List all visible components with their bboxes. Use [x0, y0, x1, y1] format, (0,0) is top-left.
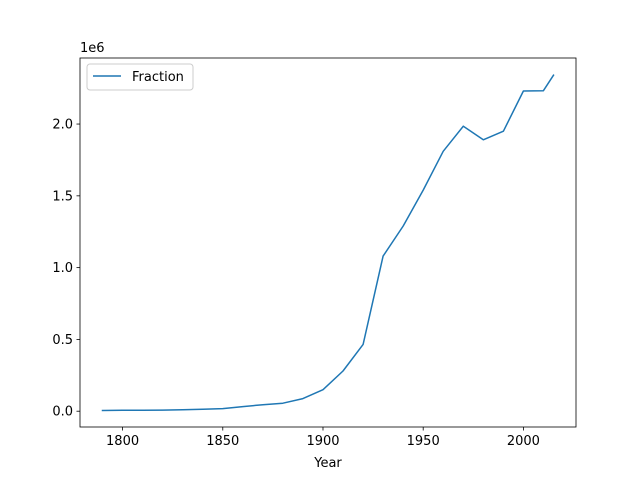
y-axis: 0.0 0.5 1.0 1.5 2.0 [52, 118, 80, 420]
y-tick-label: 0.5 [52, 333, 73, 348]
legend-box [86, 63, 194, 91]
legend-label-fraction: Fraction [132, 70, 184, 85]
x-tick-label: 1850 [206, 434, 239, 449]
series-layer [101, 74, 555, 412]
series-line-fraction [101, 74, 555, 412]
y-tick-label: 1.0 [52, 261, 73, 276]
y-tick-label: 0.0 [52, 405, 73, 420]
x-axis: 1800 1850 1900 1950 2000 [106, 427, 540, 449]
x-tick-label: 2000 [507, 434, 540, 449]
x-tick-label: 1900 [306, 434, 339, 449]
y-tick-label: 2.0 [52, 118, 73, 133]
plot-frame [79, 57, 577, 428]
x-tick-label: 1800 [106, 434, 139, 449]
x-axis-label: Year [313, 456, 342, 471]
y-offset-label: 1e6 [80, 41, 105, 56]
legend: Fraction [86, 63, 194, 91]
x-tick-label: 1950 [407, 434, 440, 449]
y-tick-label: 1.5 [52, 189, 73, 204]
